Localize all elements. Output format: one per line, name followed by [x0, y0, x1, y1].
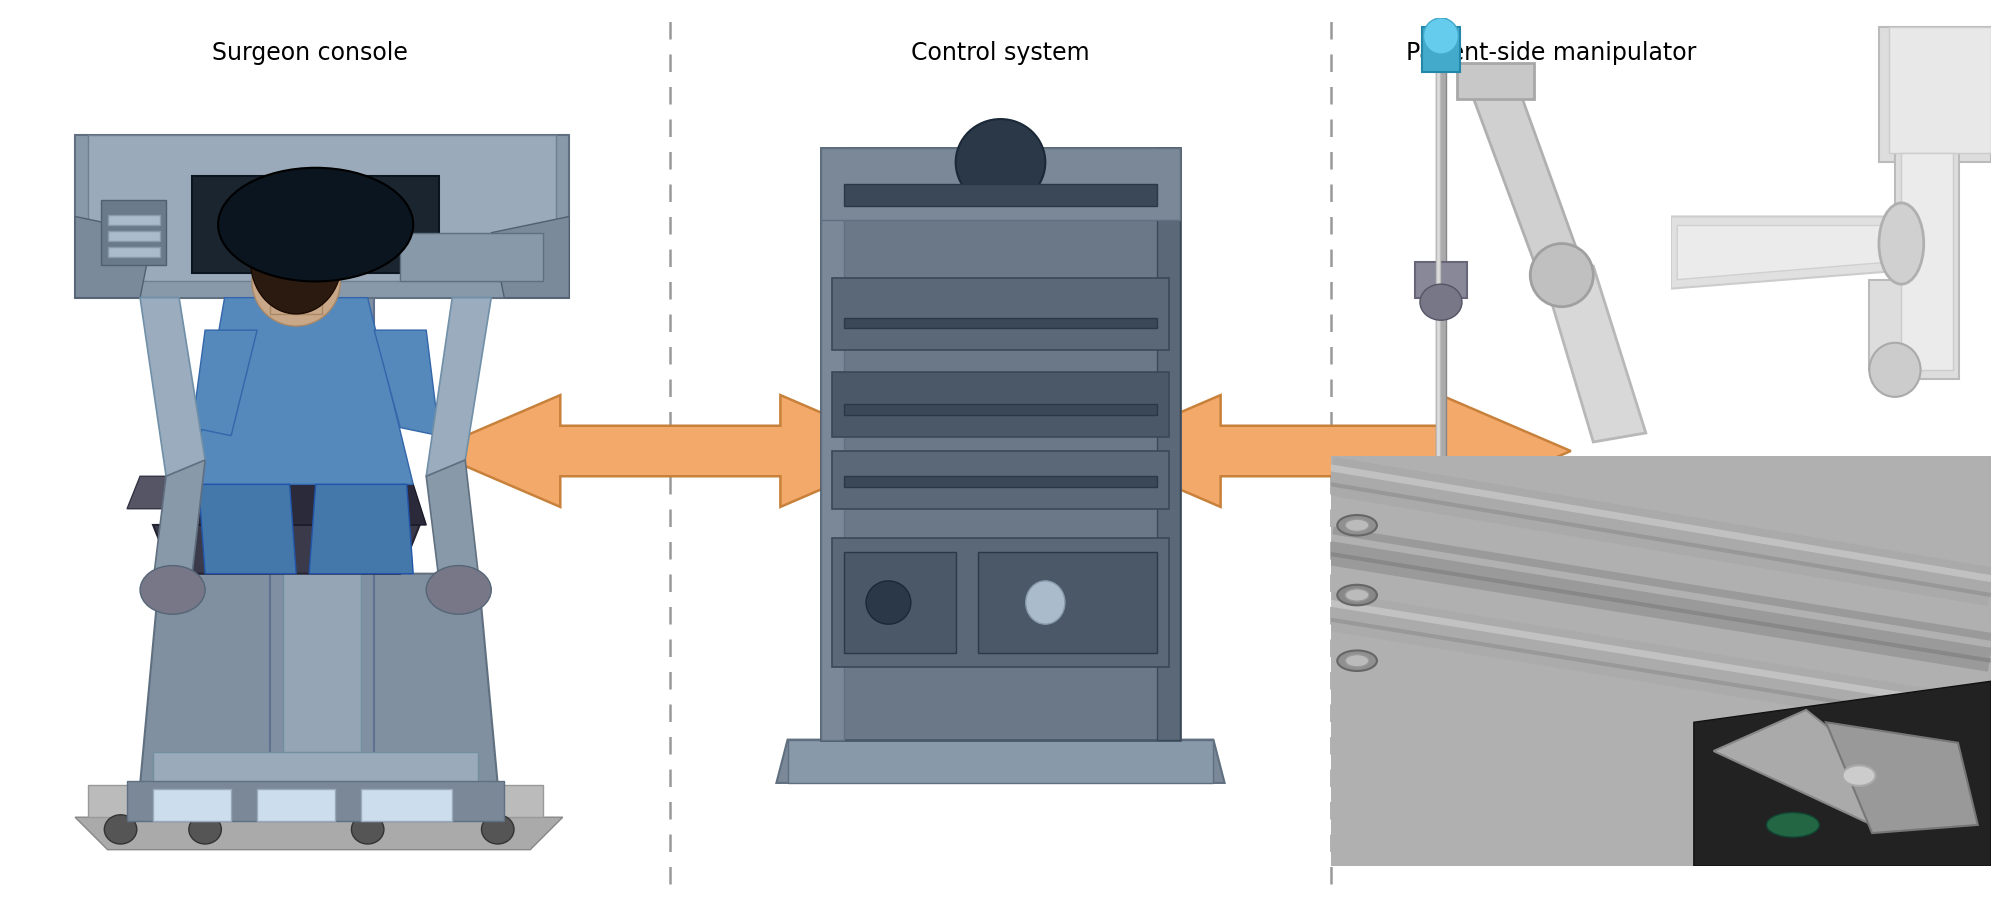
Bar	[258, 788, 336, 821]
Bar	[978, 552, 1157, 653]
Polygon shape	[1157, 148, 1181, 740]
Polygon shape	[198, 484, 296, 574]
Ellipse shape	[1345, 655, 1369, 667]
Polygon shape	[154, 525, 420, 574]
Ellipse shape	[250, 208, 342, 314]
Ellipse shape	[1767, 813, 1819, 837]
Bar	[832, 538, 1169, 667]
Bar	[844, 404, 1157, 415]
Polygon shape	[1695, 681, 1991, 866]
Polygon shape	[1677, 226, 1895, 280]
Bar	[108, 247, 160, 257]
Ellipse shape	[1345, 520, 1369, 531]
Bar	[102, 200, 166, 265]
Ellipse shape	[140, 566, 206, 614]
Ellipse shape	[956, 119, 1045, 206]
Bar	[832, 451, 1169, 509]
Bar	[832, 278, 1169, 350]
Polygon shape	[192, 298, 414, 484]
Polygon shape	[192, 330, 258, 436]
Polygon shape	[310, 484, 414, 574]
Text: Patient-side manipulator: Patient-side manipulator	[1405, 41, 1697, 65]
Bar	[206, 411, 258, 525]
Bar	[128, 780, 504, 821]
Polygon shape	[76, 817, 562, 850]
Bar	[1421, 27, 1461, 72]
Bar	[1879, 27, 1991, 162]
Ellipse shape	[1843, 766, 1875, 786]
Ellipse shape	[866, 581, 910, 624]
Ellipse shape	[1531, 244, 1593, 307]
Bar	[154, 752, 478, 785]
Polygon shape	[1671, 216, 1901, 289]
Ellipse shape	[1869, 343, 1921, 397]
Bar	[1889, 27, 1991, 153]
Polygon shape	[128, 476, 206, 509]
Bar	[400, 233, 544, 281]
Ellipse shape	[104, 815, 136, 844]
Ellipse shape	[188, 815, 222, 844]
Polygon shape	[1091, 395, 1571, 507]
Ellipse shape	[1027, 581, 1065, 624]
Ellipse shape	[1337, 650, 1377, 671]
Ellipse shape	[1337, 515, 1377, 536]
Ellipse shape	[1421, 284, 1463, 320]
Ellipse shape	[1337, 584, 1377, 605]
Ellipse shape	[218, 168, 414, 281]
Ellipse shape	[482, 815, 514, 844]
Ellipse shape	[252, 236, 340, 326]
Bar	[108, 215, 160, 225]
Bar	[362, 788, 452, 821]
Ellipse shape	[1879, 203, 1923, 284]
Bar	[76, 135, 570, 298]
Polygon shape	[76, 216, 154, 298]
Polygon shape	[140, 574, 498, 785]
Polygon shape	[166, 484, 426, 525]
Bar	[844, 318, 1157, 328]
Polygon shape	[1465, 72, 1583, 280]
Bar	[88, 135, 556, 281]
Bar	[284, 233, 362, 769]
Bar	[844, 476, 1157, 487]
Bar	[1901, 153, 1953, 370]
Bar	[88, 785, 544, 817]
Ellipse shape	[1345, 589, 1369, 602]
Polygon shape	[430, 395, 910, 507]
Polygon shape	[492, 216, 570, 298]
Polygon shape	[1827, 723, 1977, 833]
Bar	[1415, 262, 1467, 298]
Polygon shape	[820, 148, 844, 740]
Bar	[844, 552, 956, 653]
Bar	[192, 176, 440, 273]
Ellipse shape	[426, 566, 492, 614]
Polygon shape	[140, 298, 206, 476]
Bar	[832, 372, 1169, 437]
Bar	[1895, 144, 1959, 379]
Bar	[154, 788, 232, 821]
Bar	[1437, 9, 1441, 469]
Polygon shape	[154, 460, 206, 582]
Ellipse shape	[1423, 18, 1459, 54]
Polygon shape	[776, 740, 1225, 783]
Bar	[270, 233, 374, 785]
Bar	[844, 184, 1157, 206]
Bar	[270, 265, 322, 314]
Polygon shape	[426, 460, 478, 582]
Polygon shape	[1541, 266, 1647, 442]
Polygon shape	[1869, 280, 1921, 370]
Text: Control system: Control system	[910, 41, 1091, 65]
Ellipse shape	[352, 815, 384, 844]
Bar	[788, 740, 1213, 783]
Bar	[820, 148, 1181, 740]
Bar	[820, 148, 1181, 220]
Bar	[108, 231, 160, 241]
Bar	[1457, 63, 1535, 99]
Bar	[1437, 9, 1447, 469]
Polygon shape	[374, 330, 440, 436]
Text: Surgeon console: Surgeon console	[212, 41, 408, 65]
Polygon shape	[426, 298, 492, 476]
Polygon shape	[1713, 710, 1925, 824]
